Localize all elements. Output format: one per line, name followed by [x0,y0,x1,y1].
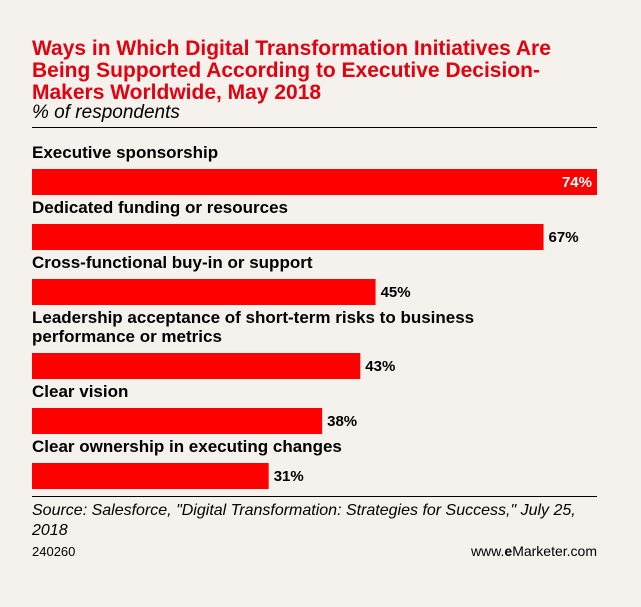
bar [32,169,597,195]
bar [32,463,269,489]
top-divider [32,127,597,128]
category-label-line: Executive sponsorship [32,143,218,162]
value-label: 43% [365,358,395,375]
category-label-line: performance or metrics [32,327,222,346]
chart-subtitle: % of respondents [32,102,180,123]
chart-id: 240260 [32,544,76,559]
category-label: Cross-functional buy-in or support [32,253,313,272]
chart-frame: Ways in Which Digital Transformation Ini… [32,0,597,607]
bar [32,224,544,250]
bar [32,408,323,434]
value-label: 67% [549,229,579,246]
brand-suffix: .com [566,543,597,559]
category-label: Clear vision [32,382,128,401]
bar [32,279,376,305]
category-label-line: Clear vision [32,382,128,401]
category-label: Executive sponsorship [32,143,218,162]
value-label: 45% [381,284,411,301]
bottom-divider [32,496,597,497]
category-label: Leadership acceptance of short-term risk… [32,308,474,346]
category-label-line: Dedicated funding or resources [32,198,288,217]
category-label-line: Cross-functional buy-in or support [32,253,313,272]
category-label: Dedicated funding or resources [32,198,288,217]
brand-url[interactable]: www.eMarketer.com [471,543,597,559]
value-label: 31% [274,468,304,485]
bar [32,353,361,379]
source-note: Source: Salesforce, "Digital Transformat… [32,502,576,539]
value-label: 74% [562,174,592,191]
brand-prefix: www. [470,543,505,559]
category-label: Clear ownership in executing changes [32,437,342,456]
bar-chart: Executive sponsorship 74% Dedicated fundin… [32,143,597,489]
category-label-line: Clear ownership in executing changes [32,437,342,456]
value-label: 38% [327,413,357,430]
brand-name: Marketer [512,543,567,559]
brand-bold: e [504,543,513,559]
chart-title: Ways in Which Digital Transformation Ini… [32,37,551,104]
category-label-line: Leadership acceptance of short-term risk… [32,308,474,327]
